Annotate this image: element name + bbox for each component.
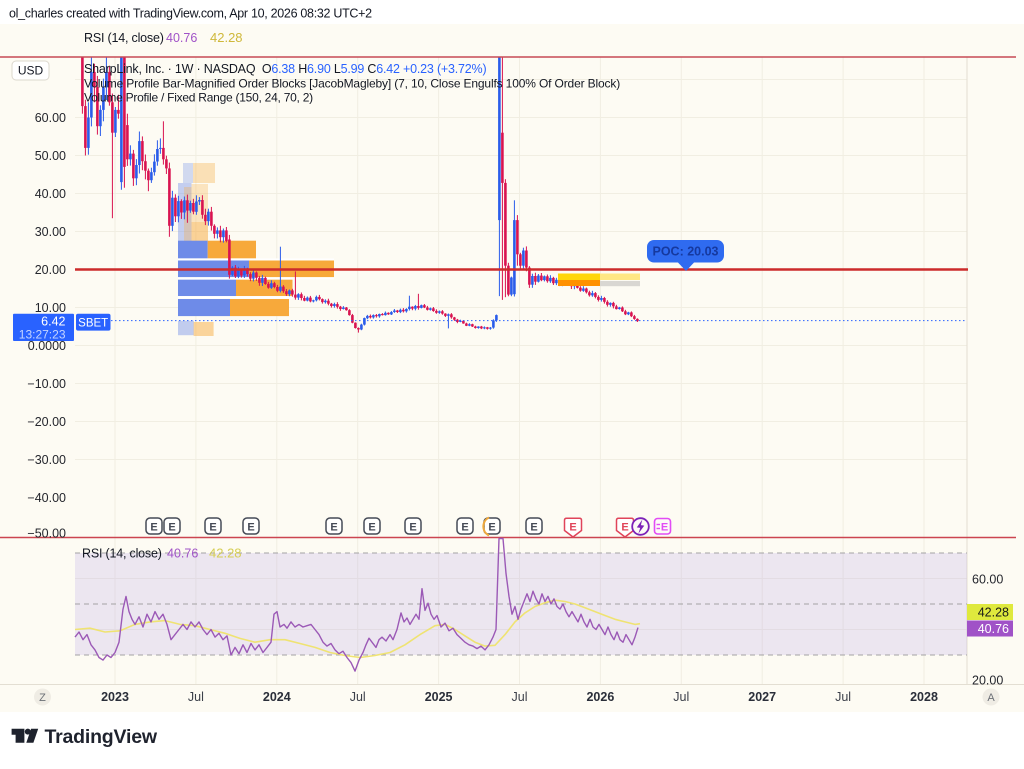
svg-text:Jul: Jul bbox=[512, 690, 528, 704]
svg-text:2026: 2026 bbox=[586, 690, 614, 704]
svg-text:42.28: 42.28 bbox=[209, 545, 242, 560]
svg-text:TradingView: TradingView bbox=[45, 726, 158, 748]
svg-text:13:27:23: 13:27:23 bbox=[19, 328, 66, 342]
svg-text:SharpLink, Inc. · 1W · NASDAQ: SharpLink, Inc. · 1W · NASDAQ O6.38 H6.9… bbox=[84, 62, 486, 76]
svg-text:RSI (14, close): RSI (14, close) bbox=[84, 31, 164, 45]
svg-text:Jul: Jul bbox=[188, 690, 204, 704]
svg-text:E: E bbox=[247, 522, 254, 534]
svg-text:−10.00: −10.00 bbox=[27, 377, 66, 391]
svg-text:E: E bbox=[488, 522, 495, 534]
svg-text:40.76: 40.76 bbox=[167, 546, 198, 560]
svg-text:−30.00: −30.00 bbox=[27, 453, 66, 467]
svg-text:Jul: Jul bbox=[673, 690, 689, 704]
svg-text:6.42: 6.42 bbox=[41, 315, 65, 329]
svg-text:40.76: 40.76 bbox=[978, 622, 1009, 636]
svg-text:E: E bbox=[209, 522, 216, 534]
svg-text:−50.00: −50.00 bbox=[27, 526, 66, 540]
svg-text:10.00: 10.00 bbox=[35, 301, 66, 315]
svg-text:40.00: 40.00 bbox=[35, 187, 66, 201]
svg-text:Z: Z bbox=[39, 692, 46, 704]
svg-text:SBET: SBET bbox=[78, 317, 108, 329]
svg-text:E: E bbox=[330, 522, 337, 534]
svg-text:60.00: 60.00 bbox=[972, 572, 1003, 586]
svg-text:E: E bbox=[461, 522, 468, 534]
svg-text:42.28: 42.28 bbox=[978, 605, 1009, 619]
svg-text:POC: 20.03: POC: 20.03 bbox=[652, 245, 718, 259]
svg-text:Jul: Jul bbox=[350, 690, 366, 704]
svg-text:20.00: 20.00 bbox=[35, 263, 66, 277]
svg-text:2025: 2025 bbox=[425, 690, 453, 704]
svg-text:RSI (14, close): RSI (14, close) bbox=[82, 546, 162, 560]
svg-text:E: E bbox=[409, 522, 416, 534]
svg-text:−20.00: −20.00 bbox=[27, 415, 66, 429]
svg-text:50.00: 50.00 bbox=[35, 149, 66, 163]
svg-text:E: E bbox=[530, 522, 537, 534]
svg-text:2028: 2028 bbox=[910, 690, 938, 704]
svg-text:E: E bbox=[150, 522, 157, 534]
svg-text:Volume Profile Bar-Magnified O: Volume Profile Bar-Magnified Order Block… bbox=[84, 77, 620, 91]
svg-text:2023: 2023 bbox=[101, 690, 129, 704]
svg-text:0.0000: 0.0000 bbox=[28, 339, 66, 353]
svg-text:E: E bbox=[368, 522, 375, 534]
svg-text:Volume Profile / Fixed Range (: Volume Profile / Fixed Range (150, 24, 7… bbox=[84, 91, 313, 105]
svg-text:42.28: 42.28 bbox=[210, 30, 243, 45]
svg-text:E: E bbox=[168, 522, 175, 534]
svg-text:A: A bbox=[987, 692, 995, 704]
svg-text:20.00: 20.00 bbox=[972, 673, 1003, 687]
svg-text:E: E bbox=[569, 522, 576, 534]
svg-text:30.00: 30.00 bbox=[35, 225, 66, 239]
svg-text:USD: USD bbox=[18, 64, 44, 78]
svg-text:ol_charles created with Tradin: ol_charles created with TradingView.com,… bbox=[9, 7, 372, 21]
svg-text:2024: 2024 bbox=[263, 690, 291, 704]
svg-text:E: E bbox=[621, 522, 628, 534]
svg-text:E: E bbox=[661, 522, 668, 534]
svg-text:2027: 2027 bbox=[748, 690, 776, 704]
svg-text:40.76: 40.76 bbox=[166, 31, 197, 45]
svg-text:60.00: 60.00 bbox=[35, 111, 66, 125]
svg-text:−40.00: −40.00 bbox=[27, 491, 66, 505]
svg-text:Jul: Jul bbox=[835, 690, 851, 704]
